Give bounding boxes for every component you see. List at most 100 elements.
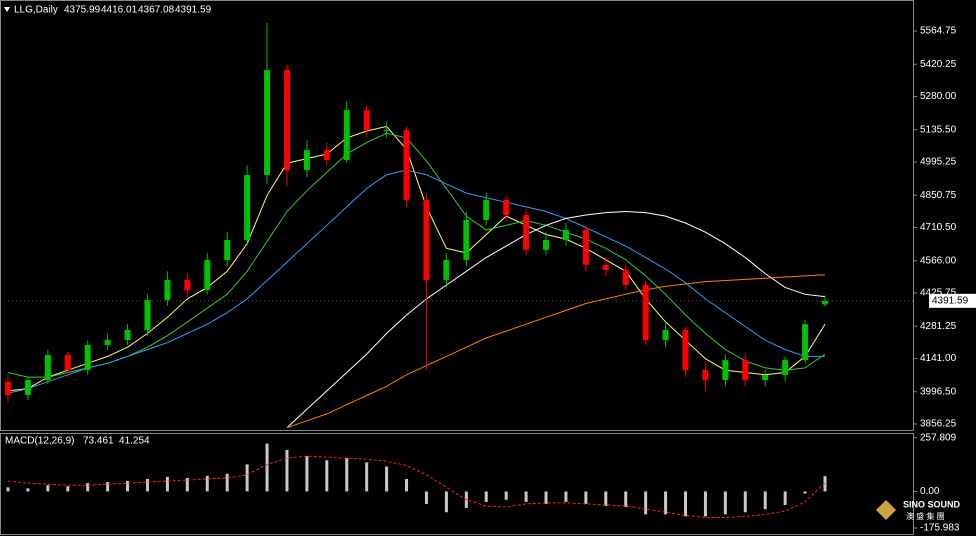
macd-bar xyxy=(325,460,329,492)
candle-body xyxy=(283,70,290,171)
y-tick-label: 5564.75 xyxy=(920,26,957,37)
macd-bar xyxy=(723,491,727,515)
macd-bar xyxy=(385,466,389,492)
signal-line xyxy=(7,455,826,518)
macd-bar xyxy=(504,491,508,500)
chart-title: LLG,Daily xyxy=(14,5,58,16)
macd-bar xyxy=(584,491,588,504)
moving-average xyxy=(286,274,826,429)
price-frame xyxy=(0,0,914,431)
y-tick-label: 5135.50 xyxy=(920,124,957,135)
moving-average xyxy=(7,132,826,378)
candle-body xyxy=(562,229,569,241)
candle-body xyxy=(582,229,589,265)
macd-bar xyxy=(803,491,807,494)
logo-name: SINO SOUND xyxy=(903,499,961,509)
moving-average xyxy=(7,125,826,392)
macd-bar xyxy=(644,491,648,515)
candle-body xyxy=(164,280,171,301)
macd-value: 73.461 xyxy=(83,436,114,447)
candle-body xyxy=(64,355,71,370)
macd-bar xyxy=(6,487,10,492)
macd-bar xyxy=(86,483,90,492)
candle-body xyxy=(523,214,530,250)
macd-bar xyxy=(126,481,130,492)
y-tick-label: 257.809 xyxy=(920,432,957,443)
macd-bar xyxy=(763,491,767,510)
candle-body xyxy=(204,260,211,290)
y-tick-label: 4141.00 xyxy=(920,353,957,364)
candle-body xyxy=(742,360,749,381)
macd-bar xyxy=(484,491,488,502)
macd-bar xyxy=(664,491,668,515)
candle-body xyxy=(722,360,729,381)
macd-bar xyxy=(444,491,448,513)
logo: SINO SOUND 澳 盛 集 團 xyxy=(876,499,961,521)
y-tick-label: 4710.50 xyxy=(920,222,957,233)
low-value: 4367.08 xyxy=(138,5,175,16)
macd-bar xyxy=(145,478,149,492)
candle-body xyxy=(822,300,828,305)
high-value: 4416.01 xyxy=(101,5,138,16)
candle-body xyxy=(224,240,231,261)
candle-body xyxy=(503,200,510,215)
macd-bar xyxy=(225,473,229,492)
macd-bar xyxy=(265,443,269,492)
candle-body xyxy=(323,150,330,160)
candle-body xyxy=(662,329,669,341)
y-tick-label: 4995.25 xyxy=(920,157,957,168)
macd-bar xyxy=(703,491,707,517)
candle-body xyxy=(303,150,310,171)
macd-bar xyxy=(106,482,110,492)
macd-bar xyxy=(245,464,249,492)
macd-bar xyxy=(46,485,50,492)
candle-body xyxy=(403,130,410,201)
close-value: 4391.59 xyxy=(175,5,212,16)
candle-body xyxy=(383,130,390,132)
candle-body xyxy=(84,344,91,370)
moving-average xyxy=(7,169,825,394)
macd-bar xyxy=(345,458,349,492)
macd-bar xyxy=(544,491,548,504)
macd-frame xyxy=(0,433,914,535)
y-tick-label: 4281.25 xyxy=(920,321,957,332)
macd-bar xyxy=(823,476,827,492)
macd-bar xyxy=(604,491,608,507)
candle-body xyxy=(463,220,470,261)
candle-body xyxy=(483,200,490,221)
y-tick-label: 0.00 xyxy=(920,486,940,497)
logo-icon xyxy=(876,500,896,520)
candle-body xyxy=(144,300,151,330)
macd-bar xyxy=(424,491,428,504)
candle-body xyxy=(264,70,271,175)
candle-body xyxy=(682,329,689,370)
candle-body xyxy=(343,110,350,160)
y-tick-label: 5280.00 xyxy=(920,91,957,102)
candle-body xyxy=(622,269,629,285)
macd-bar xyxy=(405,478,409,492)
candle-body xyxy=(124,329,131,341)
candle-body xyxy=(602,264,609,270)
candle-body xyxy=(244,174,251,241)
y-tick-label: 4425.75 xyxy=(920,288,957,299)
candle-body xyxy=(782,360,789,376)
y-tick-label: 3856.25 xyxy=(920,419,957,430)
last-price-box xyxy=(929,293,976,308)
macd-bar xyxy=(66,486,70,492)
macd-title: MACD(12,26,9) xyxy=(5,436,74,447)
candle-body xyxy=(802,324,809,361)
logo-chinese: 澳 盛 集 團 xyxy=(906,511,945,521)
signal-value: 41.254 xyxy=(119,436,150,447)
candle-body xyxy=(423,200,430,281)
candle-body xyxy=(104,340,111,345)
y-tick-label: -175.983 xyxy=(920,523,960,534)
macd-bar xyxy=(783,491,787,505)
dropdown-icon xyxy=(4,7,10,12)
y-tick-label: 4850.75 xyxy=(920,190,957,201)
macd-bar xyxy=(564,491,568,502)
y-tick-label: 4566.00 xyxy=(920,255,957,266)
macd-bar xyxy=(285,449,289,492)
macd-bar xyxy=(185,477,189,492)
